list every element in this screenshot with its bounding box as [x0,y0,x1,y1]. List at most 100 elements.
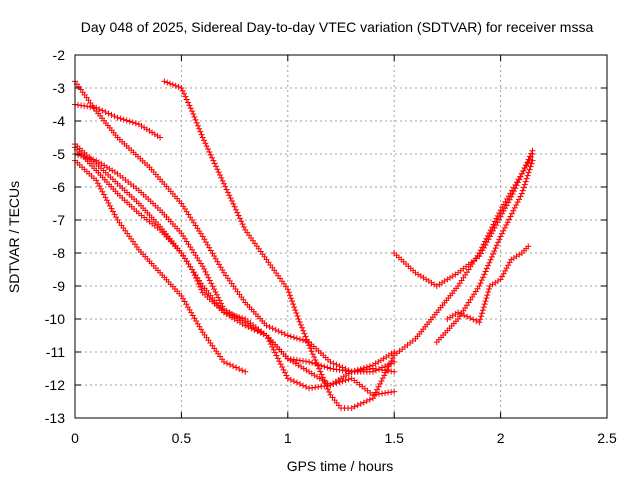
data-point [286,292,293,299]
data-point [478,313,485,320]
data-point [516,176,523,183]
data-point [287,376,294,383]
data-point [316,365,323,372]
data-point [212,288,219,295]
grid-layer [75,55,607,418]
data-point [296,336,303,343]
data-point [99,188,106,195]
data-point [219,177,226,184]
data-point [318,371,325,378]
data-point [295,316,302,322]
data-point [292,307,299,314]
data-point [485,289,492,296]
data-point [493,215,500,222]
data-point [388,358,395,365]
y-tick-label: -7 [53,212,66,228]
data-point [232,206,239,213]
data-point [293,379,300,386]
data-point [209,283,216,290]
x-tick-label: 0.5 [172,430,192,446]
data-point [490,250,497,257]
data-point [308,348,315,355]
data-point [234,209,241,216]
data-point [193,119,200,126]
data-point [108,205,115,212]
data-point [314,362,321,369]
data-point [306,342,313,349]
data-point [81,153,88,160]
data-point [386,360,393,367]
data-point [294,313,301,320]
data-point [202,268,209,275]
data-point [312,356,319,363]
data-point [123,117,130,124]
data-point [521,181,528,188]
data-point [482,298,489,305]
data-point [510,188,517,195]
data-point [94,180,101,187]
data-point [522,178,529,185]
x-tick-label: 2 [497,430,505,446]
data-point [513,182,520,189]
data-point [514,199,521,206]
data-point [207,151,214,158]
data-point [506,216,513,223]
data-point [464,313,471,320]
data-point [272,326,279,333]
data-point [309,351,316,358]
data-point [523,175,530,182]
data-point [391,368,398,375]
x-tick-label: 2.5 [597,430,617,446]
data-point [481,301,488,308]
data-point [510,207,517,214]
data-point [236,215,243,222]
data-point [84,154,91,161]
series-sat-j [444,243,532,326]
data-point [482,268,489,275]
data-point [509,191,516,198]
data-point [157,134,164,141]
data-point [526,166,533,173]
data-point [206,277,213,284]
data-point [491,248,498,255]
data-point [360,399,367,406]
data-point [213,291,220,298]
data-point [208,280,215,287]
data-point [189,108,196,115]
data-point [194,122,201,129]
data-point [321,363,328,370]
data-point [476,283,483,289]
data-point [499,230,506,237]
data-point [491,218,498,225]
data-point [210,157,217,164]
data-point [185,99,192,106]
data-point [97,185,104,192]
data-point [179,87,186,94]
data-point [520,184,527,191]
data-point [330,360,337,367]
data-point [478,310,485,317]
data-point [105,110,112,117]
x-tick-label: 1.5 [384,430,404,446]
data-point [313,359,320,366]
data-point [300,337,306,344]
data-point [524,172,531,179]
data-point [105,200,112,207]
data-point [206,148,213,155]
data-point [517,173,524,180]
data-point [505,262,512,269]
data-point [501,224,508,231]
data-point [363,398,370,405]
data-point [366,396,373,403]
data-point [201,266,208,273]
data-point [371,392,378,399]
data-point [495,239,502,246]
data-point [218,174,225,181]
data-point [183,96,190,103]
data-point [303,383,310,390]
data-point [111,113,118,120]
data-point [178,85,185,91]
data-point [290,378,297,385]
data-point [375,383,382,390]
data-point [461,312,468,319]
